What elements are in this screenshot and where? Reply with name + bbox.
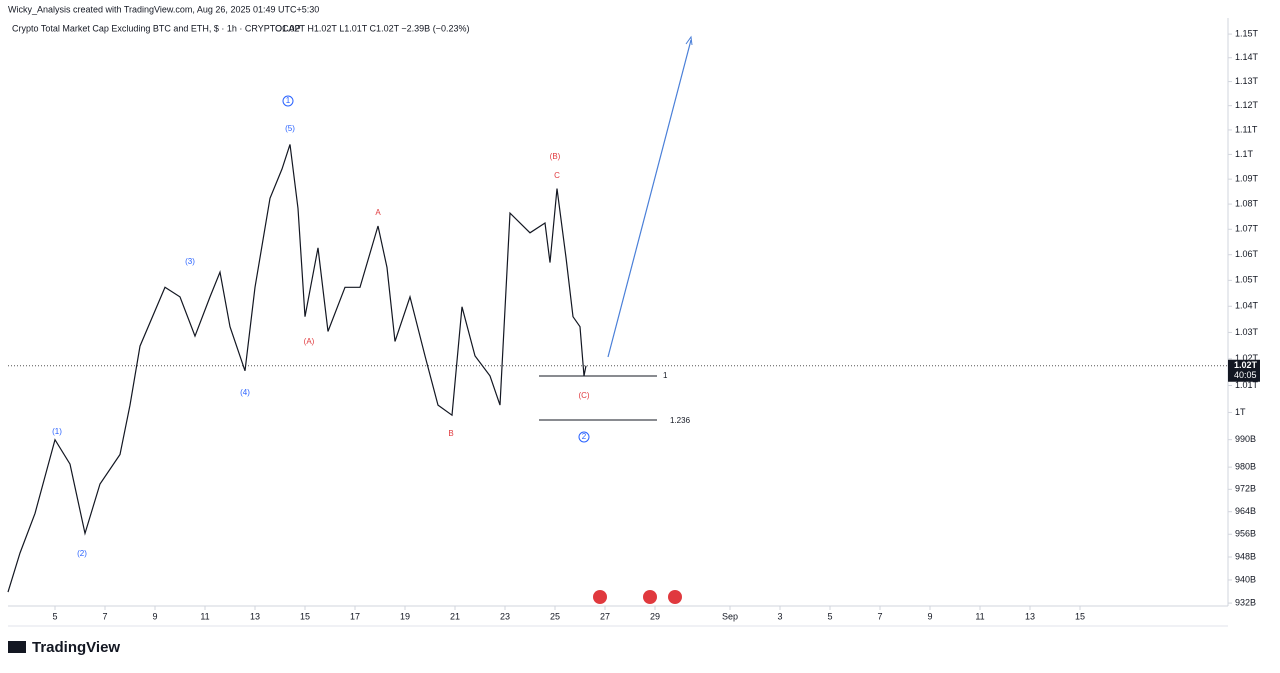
x-tick-label: 25 xyxy=(550,611,560,621)
x-tick-label: 13 xyxy=(250,611,260,621)
wave-label: (2) xyxy=(77,549,87,558)
y-tick-label: 1.02T xyxy=(1235,353,1259,363)
arrow-head xyxy=(685,35,693,46)
y-tick-label: 980B xyxy=(1235,462,1256,472)
x-tick-label: 17 xyxy=(350,611,360,621)
y-tick-label: 1.1T xyxy=(1235,149,1254,159)
x-tick-label: 3 xyxy=(777,611,782,621)
ohlc: O1.02T H1.02T L1.01T C1.02T −2.39B (−0.2… xyxy=(275,23,469,33)
x-tick-label: 23 xyxy=(500,611,510,621)
x-tick-label: 11 xyxy=(975,611,984,621)
x-tick-label: 19 xyxy=(400,611,410,621)
wave-circle xyxy=(578,431,590,443)
x-tick-label: 15 xyxy=(1075,611,1085,621)
y-tick-label: 1T xyxy=(1235,407,1246,417)
wave-label: (4) xyxy=(240,388,250,397)
y-tick-label: 1.04T xyxy=(1235,301,1259,311)
x-tick-label: 7 xyxy=(877,611,882,621)
x-tick-label: 11 xyxy=(200,611,209,621)
x-tick-label: 9 xyxy=(152,611,157,621)
wave-label: (A) xyxy=(304,337,315,346)
wave-label: B xyxy=(448,429,453,438)
y-tick-label: 1.05T xyxy=(1235,275,1259,285)
wave-label: 2 xyxy=(582,432,587,441)
x-tick-label: 5 xyxy=(52,611,57,621)
wave-label: C xyxy=(554,171,560,180)
wave-label: (3) xyxy=(185,257,195,266)
y-tick-label: 1.11T xyxy=(1235,124,1258,134)
y-tick-label: 1.13T xyxy=(1235,76,1259,86)
wave-label: 1.236 xyxy=(670,416,691,425)
y-tick-label: 948B xyxy=(1235,551,1256,561)
x-tick-label: 7 xyxy=(102,611,107,621)
y-tick-label: 1.01T xyxy=(1235,380,1259,390)
x-tick-label: 21 xyxy=(450,611,460,621)
header: Wicky_Analysis created with TradingView.… xyxy=(8,4,319,14)
countdown: 40:05 xyxy=(1234,370,1257,380)
wave-label: 1 xyxy=(286,96,291,105)
y-tick-label: 1.08T xyxy=(1235,198,1259,208)
wave-label: (C) xyxy=(578,391,589,400)
price-badge xyxy=(1228,359,1260,382)
x-tick-label: 9 xyxy=(927,611,932,621)
y-tick-label: 956B xyxy=(1235,529,1256,539)
y-tick-label: 1.03T xyxy=(1235,327,1259,337)
logo-text: TradingView xyxy=(32,639,120,656)
x-tick-label: 15 xyxy=(300,611,310,621)
wave-label: (B) xyxy=(550,152,561,161)
y-tick-label: 972B xyxy=(1235,484,1256,494)
x-tick-label: Sep xyxy=(722,611,738,621)
y-tick-label: 990B xyxy=(1235,434,1256,444)
y-tick-label: 932B xyxy=(1235,597,1256,607)
y-tick-label: 1.07T xyxy=(1235,224,1259,234)
event-icons xyxy=(593,590,682,604)
price-line xyxy=(7,144,587,593)
x-tick-label: 29 xyxy=(650,611,660,621)
x-tick-label: 5 xyxy=(827,611,832,621)
wave-label: A xyxy=(375,208,381,217)
wave-label: (1) xyxy=(52,427,62,436)
y-tick-label: 940B xyxy=(1235,574,1256,584)
y-tick-label: 1.14T xyxy=(1235,52,1259,62)
wave-label: 1 xyxy=(663,371,668,380)
y-tick-label: 1.12T xyxy=(1235,100,1259,110)
y-tick-label: 1.09T xyxy=(1235,174,1259,184)
y-tick-label: 1.15T xyxy=(1235,28,1259,38)
wave-circle xyxy=(282,95,294,107)
logo xyxy=(8,641,26,653)
x-tick-label: 13 xyxy=(1025,611,1035,621)
x-tick-label: 27 xyxy=(600,611,610,621)
price-label: 1.02T xyxy=(1234,360,1258,370)
chart-title: Crypto Total Market Cap Excluding BTC an… xyxy=(12,23,301,33)
y-tick-label: 964B xyxy=(1235,506,1256,516)
y-tick-label: 1.06T xyxy=(1235,249,1259,259)
projection-arrow xyxy=(607,39,692,358)
wave-label: (5) xyxy=(285,124,295,133)
